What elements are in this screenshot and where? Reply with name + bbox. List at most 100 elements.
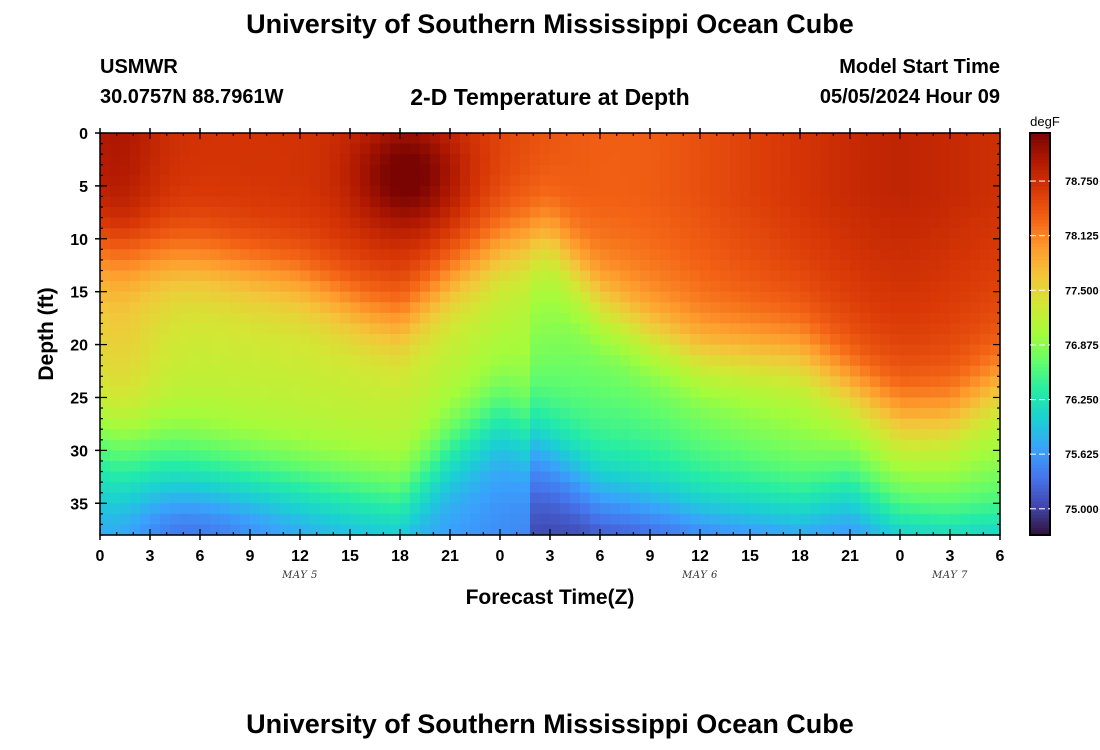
heatmap-cell (740, 291, 751, 303)
heatmap-cell (570, 524, 581, 536)
heatmap-cell (230, 270, 241, 282)
heatmap-cell (500, 355, 511, 367)
heatmap-cell (330, 249, 341, 261)
heatmap-cell (250, 207, 261, 219)
heatmap-cell (480, 524, 491, 536)
heatmap-cell (830, 154, 841, 166)
heatmap-cell (220, 143, 231, 155)
colorbar-segment (1030, 434, 1050, 439)
heatmap-cell (540, 133, 551, 145)
heatmap-cell (590, 228, 601, 240)
heatmap-cell (450, 482, 461, 494)
heatmap-cell (520, 175, 531, 187)
heatmap-cell (270, 207, 281, 219)
heatmap-cell (720, 376, 731, 388)
colorbar-segment (1030, 367, 1050, 372)
heatmap-cell (370, 429, 381, 441)
heatmap-cell (500, 397, 511, 409)
heatmap-cell (360, 302, 371, 314)
heatmap-cell (750, 344, 761, 356)
colorbar-segment (1030, 220, 1050, 225)
colorbar-segment (1030, 364, 1050, 369)
heatmap-cell (740, 312, 751, 325)
heatmap-cell (170, 217, 181, 229)
heatmap-cell (590, 503, 601, 515)
heatmap-cell (700, 249, 711, 261)
heatmap-cell (480, 281, 491, 293)
colorbar-segment (1030, 528, 1050, 533)
colorbar-segment (1030, 163, 1050, 168)
heatmap-cell (830, 259, 841, 272)
heatmap-cell (630, 429, 641, 441)
heatmap-cell (430, 365, 441, 377)
heatmap-cell (560, 482, 571, 494)
heatmap-cell (880, 386, 891, 399)
heatmap-cell (340, 344, 351, 356)
heatmap-cell (700, 217, 711, 229)
heatmap-cell (890, 217, 901, 229)
heatmap-cell (370, 154, 381, 166)
heatmap-cell (110, 207, 121, 219)
heatmap-cell (560, 513, 571, 526)
heatmap-cell (780, 175, 791, 187)
heatmap-cell (300, 217, 311, 229)
heatmap-cell (230, 164, 241, 176)
heatmap-cell (220, 492, 231, 504)
heatmap-cell (500, 365, 511, 377)
heatmap-cell (410, 133, 421, 145)
heatmap-cell (100, 133, 111, 145)
heatmap-cell (850, 154, 861, 166)
heatmap-cell (610, 418, 621, 430)
heatmap-cell (960, 143, 971, 155)
heatmap-cell (660, 471, 671, 483)
heatmap-cell (560, 196, 571, 208)
heatmap-cell (120, 164, 131, 176)
heatmap-cell (810, 259, 821, 272)
heatmap-cell (980, 439, 991, 451)
heatmap-cell (790, 291, 801, 303)
heatmap-cell (930, 450, 941, 462)
heatmap-cell (380, 471, 391, 483)
heatmap-cell (840, 460, 851, 473)
heatmap-cell (340, 492, 351, 504)
heatmap-cell (750, 418, 761, 430)
heatmap-cell (130, 185, 141, 198)
heatmap-cell (910, 439, 921, 451)
heatmap-cell (660, 259, 671, 272)
heatmap-cell (740, 196, 751, 208)
heatmap-cell (580, 291, 591, 303)
heatmap-cell (130, 228, 141, 240)
heatmap-cell (770, 503, 781, 515)
heatmap-cell (160, 408, 171, 420)
heatmap-cell (540, 397, 551, 409)
heatmap-cell (760, 312, 771, 325)
heatmap-cell (680, 524, 691, 536)
heatmap-cell (950, 164, 961, 176)
heatmap-cell (290, 492, 301, 504)
heatmap-cell (740, 418, 751, 430)
heatmap-cell (140, 154, 151, 166)
heatmap-cell (510, 259, 521, 272)
heatmap-cell (120, 524, 131, 536)
heatmap-cell (910, 482, 921, 494)
heatmap-cell (700, 270, 711, 282)
heatmap-cell (290, 344, 301, 356)
heatmap-cell (200, 397, 211, 409)
heatmap-cell (320, 334, 331, 346)
heatmap-cell (590, 450, 601, 462)
heatmap-cell (670, 175, 681, 187)
heatmap-cell (560, 471, 571, 483)
heatmap-cell (840, 386, 851, 399)
heatmap-cell (970, 365, 981, 377)
heatmap-cell (520, 386, 531, 399)
heatmap-cell (470, 365, 481, 377)
heatmap-cell (200, 259, 211, 272)
heatmap-cell (230, 185, 241, 198)
heatmap-cell (980, 143, 991, 155)
heatmap-cell (220, 249, 231, 261)
heatmap-cell (100, 196, 111, 208)
heatmap-cell (620, 482, 631, 494)
heatmap-cell (500, 312, 511, 325)
heatmap-cell (530, 281, 541, 293)
heatmap-cell (630, 397, 641, 409)
